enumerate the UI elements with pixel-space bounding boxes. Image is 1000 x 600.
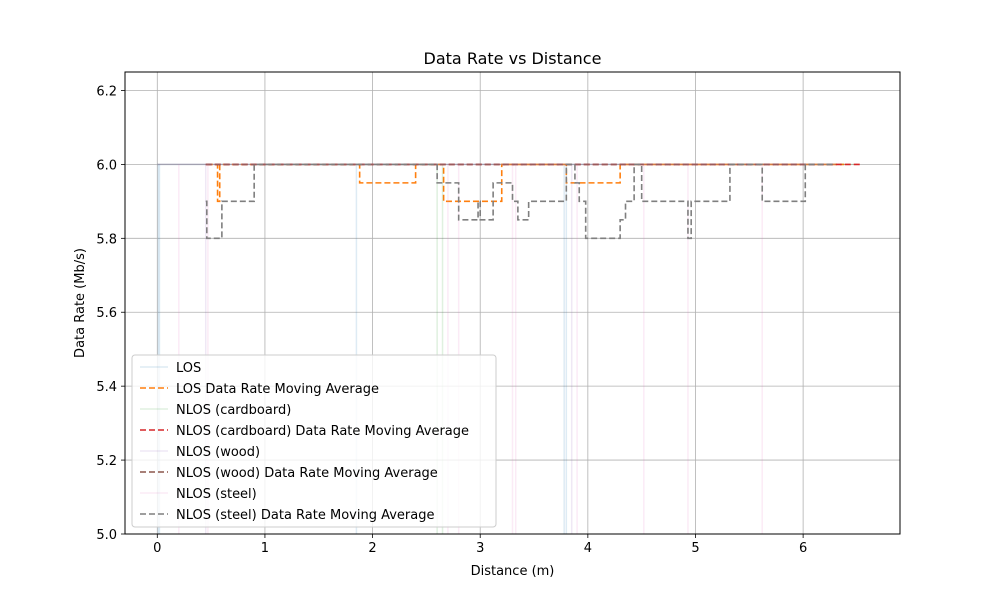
y-axis-label: Data Rate (Mb/s) [73, 248, 88, 358]
y-tick-label: 5.2 [96, 454, 117, 469]
x-tick-label: 6 [799, 541, 807, 556]
legend-label: NLOS (wood) Data Rate Moving Average [176, 466, 438, 481]
legend-label: NLOS (steel) Data Rate Moving Average [176, 508, 434, 523]
legend-label: NLOS (cardboard) [176, 403, 291, 418]
y-tick-label: 6.2 [96, 84, 117, 99]
y-tick-label: 6.0 [96, 158, 117, 173]
legend-label: NLOS (steel) [176, 487, 257, 502]
y-axis: 5.0 5.2 5.4 5.6 5.8 6.0 6.2 [96, 84, 125, 543]
legend-label: LOS Data Rate Moving Average [176, 382, 379, 397]
series-line [205, 163, 836, 240]
legend: LOS LOS Data Rate Moving Average NLOS (car… [131, 354, 497, 528]
legend-label: NLOS (cardboard) Data Rate Moving Averag… [176, 424, 469, 439]
x-axis: 0 1 2 3 4 5 6 [153, 534, 807, 556]
y-tick-label: 5.8 [96, 232, 117, 247]
x-axis-label: Distance (m) [471, 564, 555, 579]
series-7 [205, 163, 836, 240]
y-tick-label: 5.0 [96, 528, 117, 543]
plot-area [157, 163, 863, 534]
x-tick-label: 2 [368, 541, 376, 556]
chart-title: Data Rate vs Distance [424, 49, 602, 68]
x-tick-label: 0 [153, 541, 161, 556]
x-tick-label: 5 [691, 541, 699, 556]
x-tick-label: 4 [584, 541, 592, 556]
legend-label: NLOS (wood) [176, 445, 260, 460]
plot-frame [124, 71, 901, 535]
x-tick-label: 3 [476, 541, 484, 556]
y-tick-label: 5.4 [96, 380, 117, 395]
legend-label: LOS [176, 361, 201, 376]
y-tick-label: 5.6 [96, 306, 117, 321]
series-6 [157, 163, 836, 534]
legend-frame [131, 354, 497, 528]
x-tick-label: 1 [261, 541, 269, 556]
